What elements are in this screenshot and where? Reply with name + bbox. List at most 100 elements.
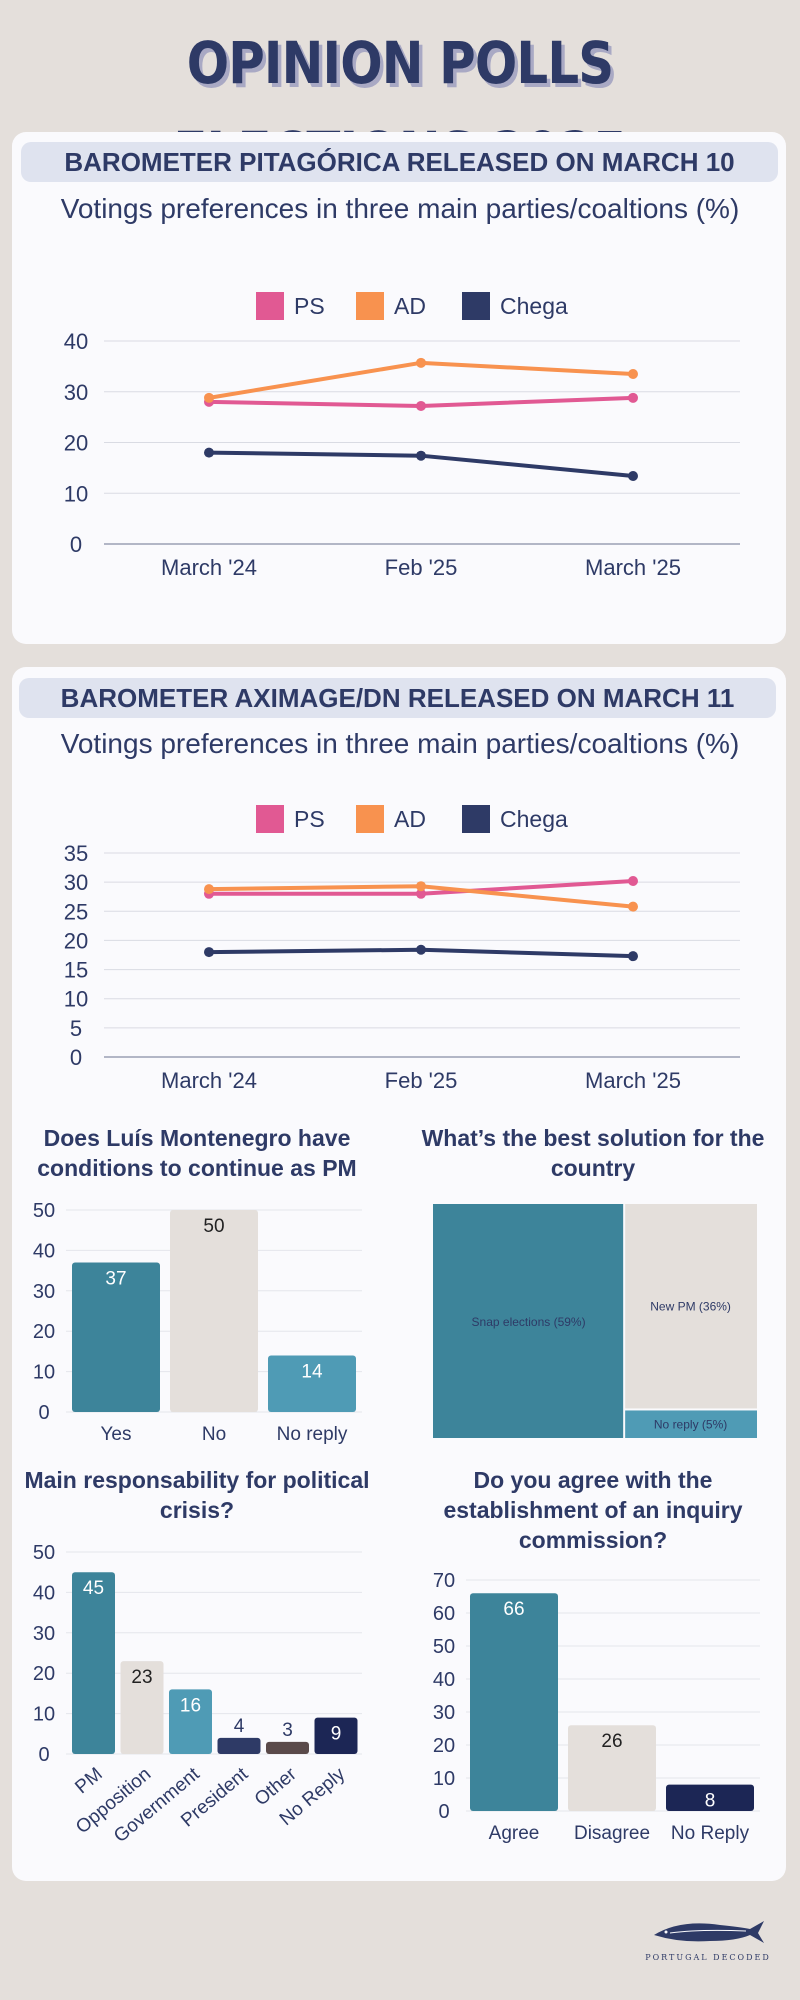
aximage-chart-title: Votings preferences in three main partie… [60,728,740,759]
inquiry-y-tick: 70 [433,1570,455,1592]
legend-item-ps-2: PS [256,804,325,834]
inquiry-y-tick: 20 [433,1735,455,1757]
pitagorica-point-ps [628,392,638,403]
inquiry-x-tick: Agree [489,1823,540,1844]
treemap-cell-no-reply [625,1410,757,1438]
legend-label-ad: AD [394,293,426,319]
responsibility-chart-title: Main responsability for political crisis… [24,1467,370,1523]
montenegro-y-tick: 30 [33,1281,55,1303]
montenegro-data-label: 14 [301,1361,323,1382]
aximage-header: BAROMETER AXIMAGE/DN RELEASED ON MARCH 1… [19,678,776,718]
pitagorica-y-tick: 20 [64,431,88,456]
logo-text: PORTUGAL DECODED [645,1953,771,1962]
pitagorica-y-tick: 40 [64,329,88,354]
legend-label-chega-2: Chega [500,806,568,832]
inquiry-bar [470,1593,558,1811]
aximage-point-ps [628,875,638,886]
aximage-y-tick: 10 [64,987,88,1012]
aximage-point-ps [416,888,426,899]
aximage-y-tick: 35 [64,841,88,866]
responsibility-bar [72,1572,115,1754]
aximage-y-tick: 25 [64,899,88,924]
responsibility-data-label: 9 [331,1724,342,1745]
aximage-y-tick: 30 [64,870,88,895]
pitagorica-point-ps [416,400,426,411]
legend-item-ad-2: AD [356,804,426,834]
legend-swatch-ad [356,292,384,320]
inquiry-y-tick: 10 [433,1768,455,1790]
pitagorica-x-tick: Feb '25 [385,555,458,580]
montenegro-chart-title: Does Luís Montenegro have conditions to … [37,1125,357,1181]
legend-swatch-chega-2 [462,805,490,833]
sardine-icon [654,1921,764,1943]
aximage-point-ad [204,884,214,895]
treemap-label-new-pm: New PM (36%) [650,1300,731,1314]
legend-swatch-ad-2 [356,805,384,833]
montenegro-y-tick: 0 [38,1402,49,1424]
responsibility-y-tick: 20 [33,1663,55,1685]
pitagorica-chart-title: Votings preferences in three main partie… [60,193,740,224]
aximage-y-tick: 0 [70,1045,82,1070]
montenegro-x-tick: Yes [101,1424,132,1445]
pitagorica-point-ad [416,357,426,368]
pitagorica-card [12,132,786,644]
inquiry-y-tick: 0 [438,1801,449,1823]
inquiry-y-tick: 30 [433,1702,455,1724]
inquiry-chart-title: Do you agree with the establishment of a… [443,1467,743,1553]
pitagorica-y-tick: 30 [64,380,88,405]
legend-swatch-chega [462,292,490,320]
pitagorica-y-tick: 0 [70,532,82,557]
responsibility-bar [120,1661,164,1754]
legend-item-ad: AD [356,291,426,321]
aximage-x-tick: March '25 [585,1068,681,1093]
responsibility-bar [314,1717,358,1754]
pitagorica-point-ad [628,368,638,379]
pitagorica-point-chega [628,470,638,481]
aximage-x-tick: Feb '25 [385,1068,458,1093]
pitagorica-x-tick: March '24 [161,555,257,580]
montenegro-y-tick: 20 [33,1321,55,1343]
best-solution-chart-title: What’s the best solution for the country [421,1125,765,1181]
legend-swatch-ps-2 [256,805,284,833]
aximage-point-chega [416,944,426,955]
pitagorica-legend: PS AD Chega [256,291,576,321]
pitagorica-y-tick: 10 [64,481,88,506]
aximage-point-chega [204,947,214,958]
inquiry-x-tick: Disagree [574,1823,650,1844]
inquiry-bar [666,1784,754,1811]
aximage-point-chega [628,951,638,962]
responsibility-bar [217,1737,261,1754]
aximage-y-tick: 15 [64,958,88,983]
montenegro-y-tick: 50 [33,1200,55,1222]
aximage-point-ad [628,901,638,912]
responsibility-data-label: 23 [131,1667,152,1688]
legend-item-ps: PS [256,291,325,321]
inquiry-x-tick: No Reply [671,1823,750,1844]
legend-swatch-ps [256,292,284,320]
montenegro-x-tick: No reply [277,1424,348,1445]
aximage-point-ad [416,881,426,892]
montenegro-data-label: 37 [105,1269,126,1290]
montenegro-y-tick: 40 [33,1240,55,1262]
legend-item-chega-2: Chega [462,804,568,834]
inquiry-data-label: 66 [503,1599,524,1620]
responsibility-data-label: 45 [83,1578,104,1599]
responsibility-y-tick: 10 [33,1704,55,1726]
responsibility-bar [169,1689,212,1754]
inquiry-data-label: 8 [705,1791,716,1812]
legend-label-ps: PS [294,293,325,319]
legend-label-ps-2: PS [294,806,325,832]
pitagorica-x-tick: March '25 [585,555,681,580]
inquiry-data-label: 26 [601,1731,622,1752]
inquiry-y-tick: 60 [433,1603,455,1625]
inquiry-y-tick: 50 [433,1636,455,1658]
montenegro-y-tick: 10 [33,1362,55,1384]
treemap-cell-snap-elections [433,1204,624,1438]
pitagorica-point-chega [416,450,426,461]
legend-item-chega: Chega [462,291,568,321]
